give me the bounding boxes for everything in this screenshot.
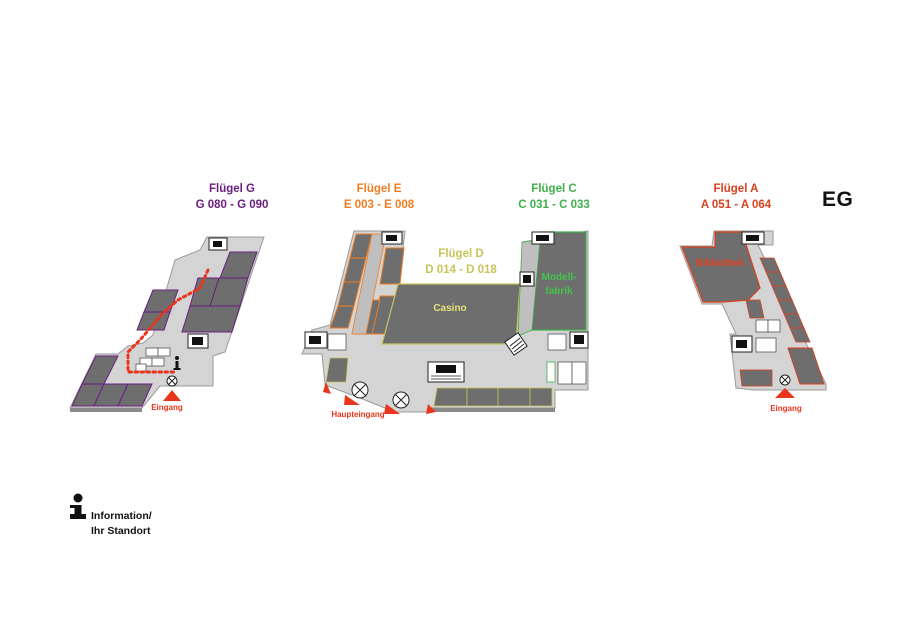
entrance-arrow-g (163, 390, 181, 401)
entrance-arrow-main (344, 395, 360, 405)
casino-room (381, 283, 521, 345)
wing-a-room (739, 369, 773, 387)
service-room (767, 319, 781, 333)
room (325, 357, 349, 383)
wing-e-title: Flügel E (356, 183, 402, 195)
stair-block (386, 235, 397, 241)
wing-label-d: Flügel D D 014 - D 018 (425, 246, 497, 278)
service-room (571, 361, 587, 385)
legend-line-1: Information/ (91, 510, 152, 522)
stair-block (536, 235, 549, 241)
central-stair-block (436, 365, 456, 373)
legend-line-2: Ihr Standort (91, 525, 151, 537)
service-room (755, 337, 777, 353)
entrance-label-g: Eingang (151, 403, 183, 412)
wing-label-e: Flügel E E 003 - E 008 (344, 181, 414, 213)
wing-e-room (329, 305, 355, 329)
wing-a-room (745, 299, 765, 319)
room (497, 387, 531, 407)
service-room (151, 357, 165, 367)
wing-e-rooms: E 003 - E 008 (343, 199, 415, 211)
legend-text: Information/ Ihr Standort (91, 509, 152, 539)
stair-block (192, 337, 203, 345)
service-room (755, 319, 769, 333)
wing-label-a: Flügel A A 051 - A 064 (701, 181, 771, 213)
wing-g-room (117, 383, 153, 407)
stair-block (746, 235, 759, 241)
wing-a-room-bibliothek (681, 231, 761, 303)
room-label-modellfabrik: Modell- fabrik (542, 271, 577, 299)
staircase-casino (504, 332, 528, 356)
wing-g-rooms: G 080 - G 090 (195, 199, 269, 211)
entrance-label-main: Haupteingang (331, 410, 385, 419)
wing-a-room (787, 347, 825, 385)
wing-d-rooms: D 014 - D 018 (425, 264, 497, 276)
wing-g-title: Flügel G (209, 183, 255, 195)
wing-c-title: Flügel C (531, 183, 577, 195)
service-room (157, 347, 171, 357)
floor-code: EG (822, 188, 854, 211)
room-label-modellfabrik-line1: Modell- (541, 272, 577, 283)
entrance-arrow-main (323, 382, 331, 394)
central-stair-steps (431, 375, 461, 380)
stair-block (213, 241, 222, 247)
door-marker-cross (168, 377, 176, 385)
wing-g-floor-side (70, 408, 142, 412)
central-floor-side (432, 408, 555, 412)
wing-e-corridor (351, 233, 387, 335)
legend-information-icon (70, 493, 86, 519)
wing-g-room (181, 305, 241, 333)
door-marker-cross (781, 376, 789, 384)
room (529, 387, 553, 407)
door-marker-cross (353, 383, 367, 397)
building-wing-g (69, 236, 265, 412)
door-marker-cross (394, 393, 408, 407)
room-label-modellfabrik-line2: fabrik (545, 286, 573, 297)
service-room (547, 333, 567, 351)
building-central (301, 230, 589, 414)
room-label-casino: Casino (433, 303, 467, 314)
wing-label-c: Flügel C C 031 - C 033 (518, 181, 590, 213)
room-label-bibliothek: Bibliothek (695, 258, 745, 269)
stair-block (574, 335, 584, 344)
service-room (145, 347, 159, 357)
building-wing-a (679, 230, 827, 398)
service-room (135, 363, 147, 372)
wing-a-title: Flügel A (713, 183, 759, 195)
wing-d-title: Flügel D (438, 248, 484, 260)
service-room (327, 333, 347, 351)
stair-block (523, 275, 531, 283)
room (433, 387, 468, 407)
wing-label-g: Flügel G G 080 - G 090 (196, 181, 269, 213)
wing-g-room (136, 311, 171, 331)
room (466, 387, 499, 407)
information-icon (173, 356, 181, 370)
entrance-label-a: Eingang (770, 404, 802, 413)
route-path (126, 268, 210, 374)
entrance-arrow-main (426, 404, 436, 414)
wing-a-rooms: A 051 - A 064 (700, 199, 772, 211)
service-room (557, 361, 573, 385)
entrance-arrow-a (775, 388, 795, 398)
wing-c-rooms: C 031 - C 033 (518, 199, 590, 211)
wing-a-room (789, 327, 811, 343)
stair-block (309, 336, 321, 344)
stair-block (736, 340, 747, 348)
service-room (546, 361, 556, 383)
entrance-arrow-main (384, 404, 400, 414)
